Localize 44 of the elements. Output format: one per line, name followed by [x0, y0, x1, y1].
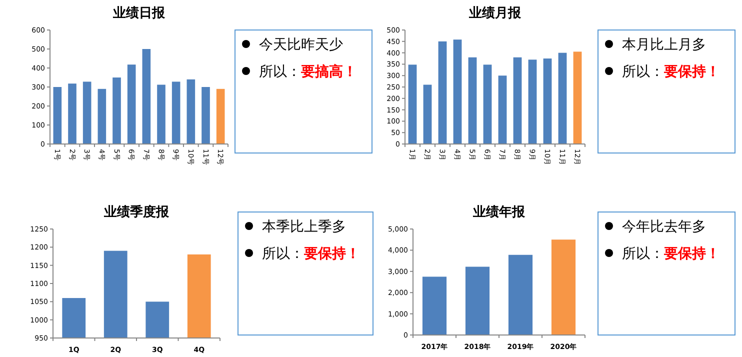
bar [112, 78, 121, 144]
bar [453, 40, 462, 144]
text: 今天比昨天少 [259, 37, 343, 53]
chart-title: 业绩日报 [112, 6, 166, 21]
text: 所以： [259, 64, 301, 80]
bar [498, 76, 507, 144]
bar [68, 84, 76, 144]
bar [508, 254, 533, 335]
bar [53, 87, 62, 144]
bar [465, 266, 490, 335]
bar [513, 57, 522, 144]
bar [172, 82, 180, 144]
bar [127, 64, 136, 144]
chart-title: 业绩季度报 [103, 204, 170, 220]
bar [528, 60, 537, 144]
bar [543, 58, 552, 144]
text: 本月比上月多 [622, 37, 706, 53]
text: 要保持！ [663, 64, 720, 80]
bar [551, 240, 576, 335]
bar [82, 82, 92, 144]
text: 所以： [262, 246, 304, 262]
text: 要搞高！ [300, 63, 357, 80]
bar [216, 88, 225, 144]
bar [438, 41, 447, 144]
text: 本季比上季多 [262, 219, 346, 235]
bar [423, 84, 432, 144]
bar [468, 57, 477, 144]
bar [558, 52, 567, 144]
bar [202, 87, 210, 144]
bar [142, 49, 151, 144]
chart-title: 业绩年报 [472, 205, 526, 220]
bar [408, 64, 417, 144]
text: 要保持！ [663, 246, 720, 262]
bar [483, 64, 492, 144]
bar [157, 84, 166, 144]
text: 今年比去年多 [622, 219, 706, 235]
text: 所以： [622, 64, 664, 80]
bar [573, 52, 582, 144]
bar [422, 276, 447, 335]
text: 要保持！ [303, 246, 360, 262]
bar [98, 88, 106, 144]
text: 所以： [622, 246, 664, 262]
bar [186, 79, 196, 144]
chart-title: 业绩月报 [468, 6, 522, 21]
